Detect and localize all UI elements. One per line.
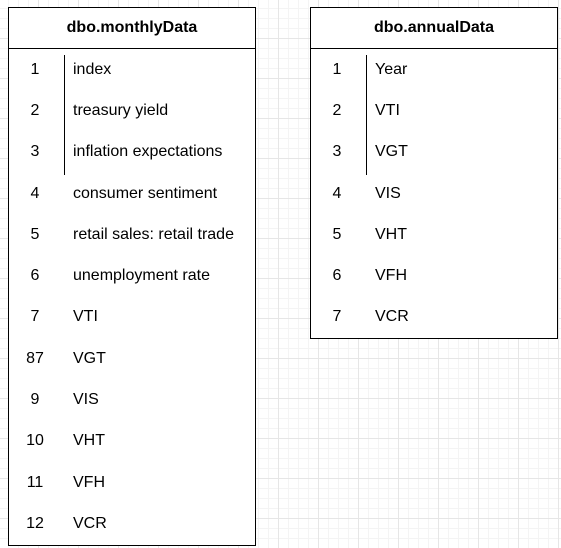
row-number: 10 [26, 432, 44, 450]
table-row[interactable]: 12 VCR [9, 503, 255, 544]
table-row[interactable]: 2 treasury yield [9, 90, 255, 131]
table-row[interactable]: 4 VIS [311, 173, 557, 214]
table-row[interactable]: 5 retail sales: retail trade [9, 214, 255, 255]
row-number: 6 [332, 267, 342, 285]
row-number: 87 [26, 349, 44, 367]
column-name: index [73, 60, 112, 78]
table-row[interactable]: 87 VGT [9, 338, 255, 379]
column-name: Year [375, 60, 408, 78]
table-row[interactable]: 1 Year [311, 49, 557, 90]
table-rows: 1 Year 2 VTI 3 VGT 4 VIS 5 VHT 6 VFH 7 VCR [311, 49, 557, 338]
column-name: VHT [375, 225, 407, 243]
table-row[interactable]: 3 inflation expectations [9, 132, 255, 173]
column-name: VTI [375, 101, 400, 119]
table-row[interactable]: 4 consumer sentiment [9, 173, 255, 214]
row-number: 12 [26, 514, 44, 532]
table-row[interactable]: 1 index [9, 49, 255, 90]
column-name: treasury yield [73, 101, 169, 119]
table-row[interactable]: 11 VFH [9, 462, 255, 503]
column-name: consumer sentiment [73, 184, 218, 202]
row-number: 3 [30, 143, 40, 161]
row-number: 2 [30, 101, 40, 119]
row-number: 11 [26, 473, 44, 491]
column-name: VCR [375, 308, 409, 326]
table-row[interactable]: 3 VGT [311, 132, 557, 173]
column-name: VIS [375, 184, 401, 202]
row-number: 4 [30, 184, 40, 202]
row-number: 9 [30, 391, 40, 409]
row-number: 5 [30, 225, 40, 243]
column-name: VGT [73, 349, 106, 367]
table-monthly-data[interactable]: dbo.monthlyData 1 index 2 treasury yield 3… [8, 7, 256, 546]
column-name: VIS [73, 391, 99, 409]
row-number: 7 [332, 308, 342, 326]
row-number: 4 [332, 184, 342, 202]
row-number: 2 [332, 101, 342, 119]
column-name: unemployment rate [73, 267, 210, 285]
row-number: 7 [30, 308, 40, 326]
row-number: 1 [30, 60, 40, 78]
table-row[interactable]: 9 VIS [9, 379, 255, 420]
table-annual-data[interactable]: dbo.annualData 1 Year 2 VTI 3 VGT 4 VIS 5 VHT… [310, 7, 558, 340]
table-row[interactable]: 5 VHT [311, 214, 557, 255]
column-name: VGT [375, 143, 408, 161]
column-name: VFH [375, 267, 407, 285]
table-title: dbo.annualData [311, 8, 557, 49]
table-title: dbo.monthlyData [9, 8, 255, 49]
column-name: VHT [73, 432, 105, 450]
key-separator-line [366, 55, 367, 175]
table-row[interactable]: 6 unemployment rate [9, 255, 255, 296]
table-row[interactable]: 2 VTI [311, 90, 557, 131]
row-number: 5 [332, 225, 342, 243]
row-number: 1 [332, 60, 342, 78]
table-row[interactable]: 10 VHT [9, 421, 255, 462]
column-name: VFH [73, 473, 105, 491]
table-row[interactable]: 6 VFH [311, 255, 557, 296]
row-number: 6 [30, 267, 40, 285]
table-rows: 1 index 2 treasury yield 3 inflation expect… [9, 49, 255, 545]
column-name: VCR [73, 514, 107, 532]
table-row[interactable]: 7 VCR [311, 297, 557, 338]
table-row[interactable]: 7 VTI [9, 297, 255, 338]
key-separator-line [64, 55, 65, 175]
column-name: VTI [73, 308, 98, 326]
column-name: inflation expectations [73, 143, 223, 161]
column-name: retail sales: retail trade [73, 225, 234, 243]
row-number: 3 [332, 143, 342, 161]
